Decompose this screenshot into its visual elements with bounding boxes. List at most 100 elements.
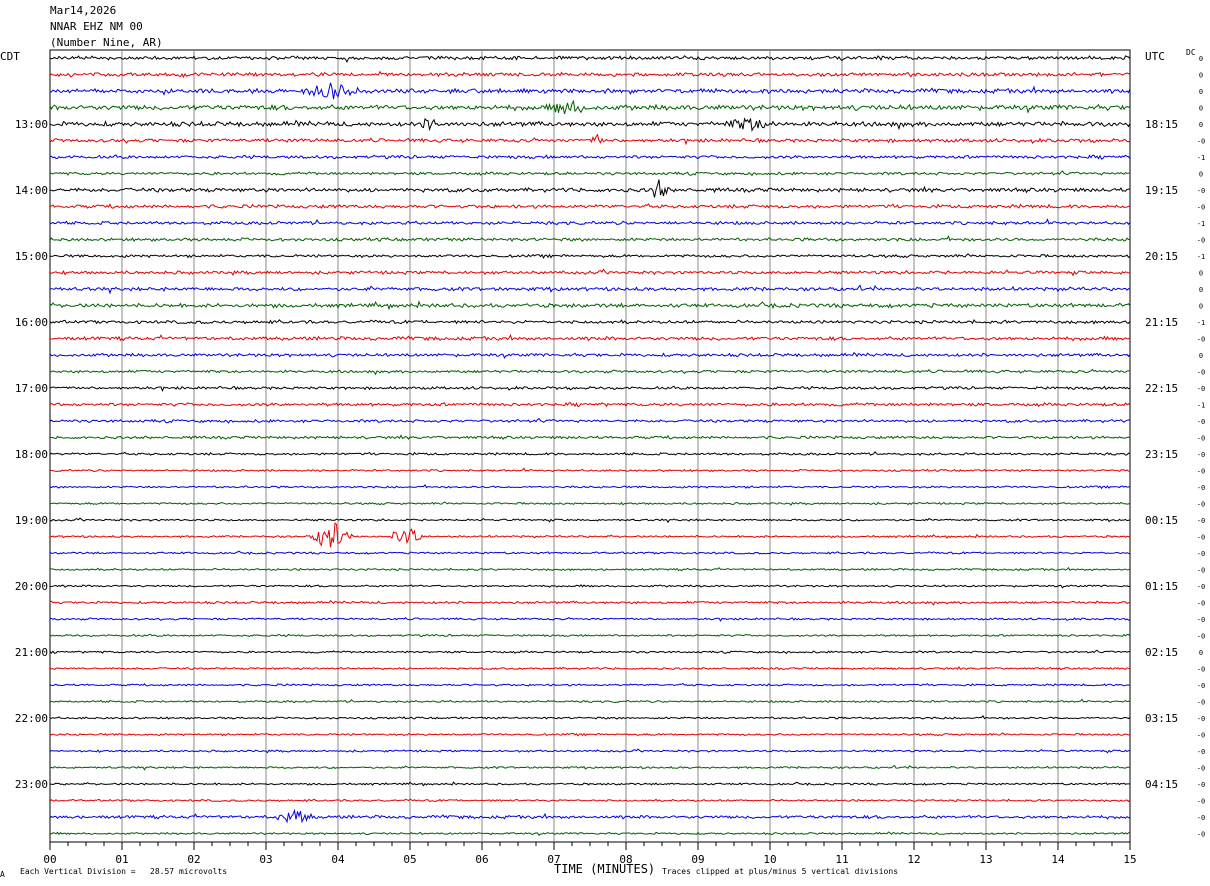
dc-offset-value: -0 xyxy=(1197,138,1205,146)
scale-note: Each Vertical Division = 28.57 microvolt… xyxy=(20,867,228,876)
trace-row xyxy=(50,522,1131,548)
trace-row xyxy=(49,333,1131,342)
trace-row xyxy=(49,600,1131,606)
trace-row xyxy=(49,781,1130,787)
trace-row xyxy=(49,268,1131,277)
dc-offset-value: -0 xyxy=(1197,666,1205,674)
left-hour-label: 13:00 xyxy=(15,118,48,131)
trace-row xyxy=(49,633,1131,638)
trace-row xyxy=(49,253,1131,259)
dc-offset-value: -0 xyxy=(1197,831,1205,839)
trace-row xyxy=(49,715,1131,720)
trace-row xyxy=(49,117,1131,133)
dc-offset-value: -1 xyxy=(1197,402,1205,410)
trace-row xyxy=(49,450,1131,456)
trace-row xyxy=(49,170,1131,177)
trace-row xyxy=(49,319,1131,325)
trace-row xyxy=(49,284,1131,295)
trace-row xyxy=(49,55,1131,63)
dc-offset-value: -0 xyxy=(1197,534,1205,542)
x-tick-label: 08 xyxy=(619,853,632,866)
dc-offset-value: -0 xyxy=(1197,682,1205,690)
dc-offset-value: -0 xyxy=(1197,781,1205,789)
trace-row xyxy=(49,748,1131,754)
dc-offset-value: -0 xyxy=(1197,369,1205,377)
dc-offset-value: 0 xyxy=(1199,270,1203,278)
dc-offset-value: 0 xyxy=(1199,171,1203,179)
trace-row xyxy=(49,467,1131,473)
trace-row xyxy=(49,179,1131,198)
x-axis-label: TIME (MINUTES) xyxy=(554,862,656,876)
trace-row xyxy=(49,368,1131,376)
right-hour-label: 21:15 xyxy=(1145,316,1178,329)
trace-row xyxy=(49,300,1131,311)
dc-offset-value: -0 xyxy=(1197,435,1205,443)
dc-offset-value: -0 xyxy=(1197,501,1205,509)
plot-date: Mar14,2026 xyxy=(50,4,117,17)
x-tick-label: 13 xyxy=(979,853,992,866)
trace-row xyxy=(49,484,1131,490)
dc-offset-value: -0 xyxy=(1197,550,1205,558)
dc-offset-value: -0 xyxy=(1197,798,1205,806)
trace-row xyxy=(49,649,1130,655)
trace-row xyxy=(49,133,1131,146)
station-code: NNAR EHZ NM 00 xyxy=(50,20,143,33)
trace-row xyxy=(49,764,1131,771)
left-timezone-label: CDT xyxy=(0,50,20,63)
trace-row xyxy=(49,808,1131,824)
trace-row xyxy=(49,616,1131,622)
right-hour-label: 01:15 xyxy=(1145,580,1178,593)
clip-note: Traces clipped at plus/minus 5 vertical … xyxy=(662,867,899,876)
left-hour-label: 18:00 xyxy=(15,448,48,461)
x-tick-label: 15 xyxy=(1123,853,1136,866)
dc-offset-value: -0 xyxy=(1197,765,1205,773)
dc-offset-value: 0 xyxy=(1199,303,1203,311)
dc-offset-value: -0 xyxy=(1197,633,1205,641)
dc-offset-value: 0 xyxy=(1199,55,1203,63)
dc-offset-value: -0 xyxy=(1197,418,1205,426)
trace-row xyxy=(49,666,1131,671)
trace-row xyxy=(49,434,1131,441)
trace-row xyxy=(49,417,1131,424)
dc-offset-value: -0 xyxy=(1197,814,1205,822)
dc-offset-value: -0 xyxy=(1197,385,1205,393)
trace-row xyxy=(49,385,1131,393)
x-tick-label: 03 xyxy=(259,853,272,866)
dc-offset-value: 0 xyxy=(1199,286,1203,294)
dc-offset-value: -0 xyxy=(1197,237,1205,245)
trace-row xyxy=(49,831,1131,837)
left-hour-label: 17:00 xyxy=(15,382,48,395)
x-tick-label: 05 xyxy=(403,853,416,866)
x-tick-label: 07 xyxy=(547,853,560,866)
trace-row xyxy=(49,218,1131,226)
left-hour-label: 14:00 xyxy=(15,184,48,197)
dc-offset-value: -1 xyxy=(1197,253,1205,261)
trace-row xyxy=(49,698,1131,704)
dc-offset-value: -1 xyxy=(1197,319,1205,327)
x-tick-label: 09 xyxy=(691,853,704,866)
left-hour-label: 21:00 xyxy=(15,646,48,659)
right-hour-label: 20:15 xyxy=(1145,250,1178,263)
dc-offset-value: -0 xyxy=(1197,715,1205,723)
dc-offset-value: -0 xyxy=(1197,336,1205,344)
x-tick-label: 01 xyxy=(115,853,128,866)
plot-frame xyxy=(49,49,1131,843)
dc-offset-value: -1 xyxy=(1197,154,1205,162)
dc-offset-value: 0 xyxy=(1199,649,1203,657)
left-hour-label: 16:00 xyxy=(15,316,48,329)
x-tick-label: 14 xyxy=(1051,853,1065,866)
corner-mark: A xyxy=(0,870,5,879)
dc-offset-value: -0 xyxy=(1197,748,1205,756)
left-hour-label: 20:00 xyxy=(15,580,48,593)
dc-offset-value: 0 xyxy=(1199,352,1203,360)
dc-offset-value: -0 xyxy=(1197,204,1205,212)
x-tick-label: 00 xyxy=(43,853,56,866)
dc-offset-value: 0 xyxy=(1199,105,1203,113)
dc-offset-value: -0 xyxy=(1197,484,1205,492)
right-hour-label: 04:15 xyxy=(1145,778,1178,791)
dc-offset-value: 0 xyxy=(1199,88,1203,96)
x-tick-label: 02 xyxy=(187,853,200,866)
dc-offset-value: -0 xyxy=(1197,732,1205,740)
right-hour-label: 18:15 xyxy=(1145,118,1178,131)
left-hour-label: 22:00 xyxy=(15,712,48,725)
